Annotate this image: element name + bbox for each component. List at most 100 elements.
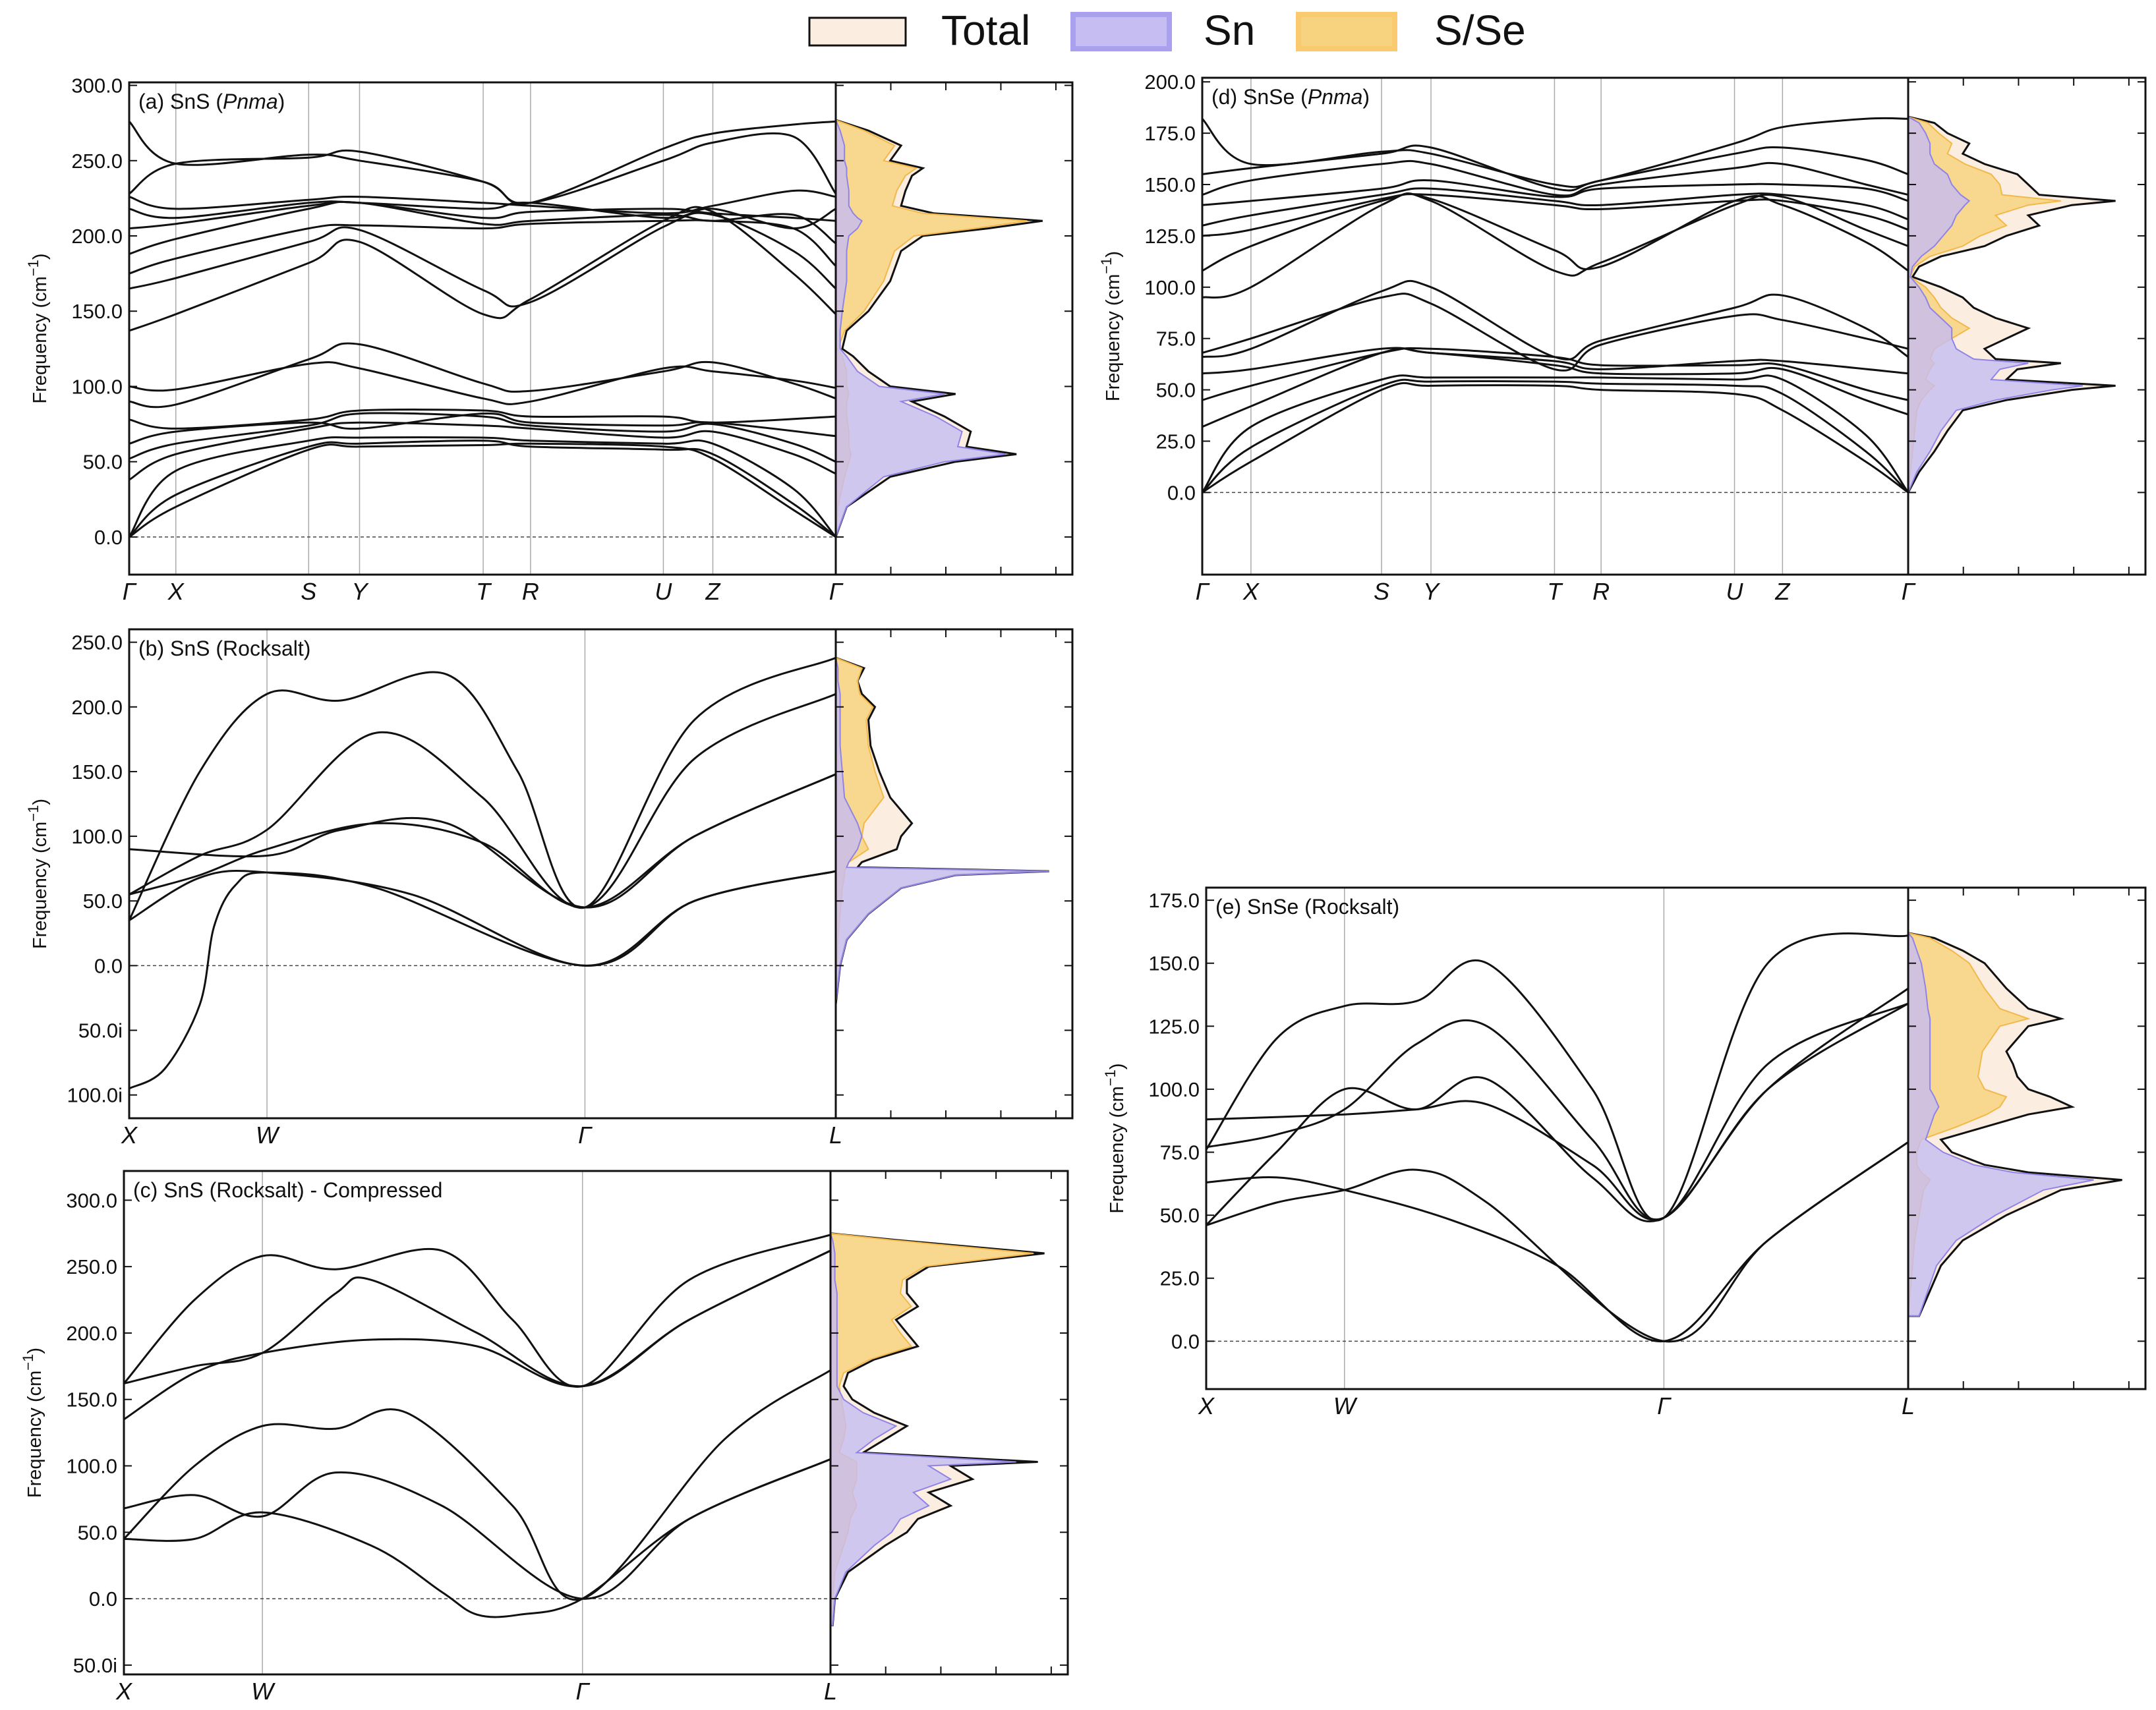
panel-title-text: (b) SnS (Rocksalt) xyxy=(138,637,310,660)
ytick-label: 75.0 xyxy=(1160,1141,1200,1164)
ytick-label: 100.0 xyxy=(66,1455,117,1478)
kpoint-label: W xyxy=(1333,1392,1358,1419)
phonon-band-9 xyxy=(1202,192,1909,299)
phonon-band-7 xyxy=(129,409,836,430)
phonon-band-14 xyxy=(1202,159,1909,197)
phonon-band-5 xyxy=(1202,347,1909,401)
kpoint-label: X xyxy=(1242,578,1260,605)
panel-c: 50.0i 0.0 50.0 100.0 150.0 200.0 250.0 300.0 X W Γ… xyxy=(20,1170,1069,1705)
y-axis-label: Frequency (cm−1) xyxy=(20,1348,45,1498)
phonon-band-3 xyxy=(1205,987,1909,1226)
ytick-label: 0.0 xyxy=(89,1587,117,1610)
kpoint-label: L xyxy=(829,1122,842,1149)
ytick-label: 0.0 xyxy=(1167,481,1196,504)
kpoint-label: Z xyxy=(1774,578,1790,605)
ytick-label: 150.0 xyxy=(71,760,123,784)
y-axis-label: Frequency (cm−1) xyxy=(25,253,51,403)
kpoint-label: U xyxy=(1726,578,1744,605)
panel-title-end: ) xyxy=(278,90,285,113)
phonon-band-6 xyxy=(1202,347,1909,375)
kpoint-label: R xyxy=(522,578,539,605)
dos-sn-area xyxy=(1908,115,2083,493)
kpoint-label: X xyxy=(121,1122,138,1149)
y-axis-label-main: Frequency (cm xyxy=(24,1371,45,1498)
panel-frame xyxy=(128,628,1074,1120)
phonon-band-6 xyxy=(129,412,836,445)
phonon-band-2 xyxy=(123,1458,831,1600)
y-axis-label-sup: −1 xyxy=(20,1354,36,1371)
ytick-label: 0.0 xyxy=(1171,1330,1200,1353)
ytick-label: 300.0 xyxy=(71,74,123,98)
panel-title-end: ) xyxy=(1362,85,1370,109)
ytick-label: 50.0 xyxy=(1160,1204,1200,1227)
panel-title-text: (a) SnS ( xyxy=(138,90,223,113)
panel-d: 0.0 25.0 50.0 75.0 100.0 125.0 150.0 175.0 200.0… xyxy=(1098,71,2147,605)
y-axis-label-close: ) xyxy=(1107,1063,1128,1069)
dos-sn-area xyxy=(835,119,1006,538)
phonon-band-2 xyxy=(128,440,836,538)
phonon-band-16 xyxy=(1201,117,1909,188)
y-axis-label: Frequency (cm−1) xyxy=(1098,251,1124,401)
kpoint-label: S xyxy=(301,578,316,605)
y-axis-label: Frequency (cm−1) xyxy=(1102,1063,1128,1213)
panel-title: (c) SnS (Rocksalt) - Compressed xyxy=(133,1178,442,1202)
kpoint-label: Γ xyxy=(1902,578,1916,605)
phonon-band-12 xyxy=(129,219,837,275)
y-axis-label-main: Frequency (cm xyxy=(30,276,51,403)
ytick-label: 200.0 xyxy=(71,696,123,719)
phonon-band-3 xyxy=(128,436,837,538)
y-axis-label-sup: −1 xyxy=(1098,258,1115,274)
ytick-label: 50.0i xyxy=(73,1654,117,1677)
legend-label-total: Total xyxy=(941,7,1030,54)
phonon-band-13 xyxy=(1202,179,1909,206)
ytick-label: 125.0 xyxy=(1148,1015,1200,1038)
kpoint-label: S xyxy=(1374,578,1389,605)
y-axis-label-main: Frequency (cm xyxy=(30,822,51,949)
y-axis-label-sup: −1 xyxy=(25,260,42,276)
phonon-band-5 xyxy=(1206,1002,1909,1220)
dos-sn-area xyxy=(835,657,1049,1118)
kpoint-label: X xyxy=(115,1678,133,1705)
kpoint-label: L xyxy=(1902,1392,1915,1419)
phonon-band-1 xyxy=(129,442,836,538)
ytick-label: 175.0 xyxy=(1144,122,1196,145)
dos-sn-area xyxy=(830,1233,1016,1626)
ytick-label: 50.0 xyxy=(78,1521,117,1544)
ytick-label: 125.0 xyxy=(1144,225,1196,248)
panel-frame xyxy=(128,81,1074,576)
ytick-label: 100.0i xyxy=(67,1084,123,1107)
ytick-label: 75.0 xyxy=(1156,328,1196,351)
panel-a: 0.0 50.0 100.0 150.0 200.0 250.0 300.0 Γ X S Y T R U Z… xyxy=(25,74,1074,605)
panel-frame xyxy=(1201,76,2147,576)
panel-title-text: (e) SnSe (Rocksalt) xyxy=(1215,895,1399,919)
ytick-label: 100.0 xyxy=(71,375,123,398)
phonon-band-8 xyxy=(1202,293,1909,372)
ytick-label: 25.0 xyxy=(1160,1267,1200,1290)
panel-b: 100.0i 50.0i 0.0 50.0 100.0 150.0 200.0 250.0 X W… xyxy=(25,628,1074,1149)
kpoint-label: X xyxy=(167,578,185,605)
kpoint-label: Γ xyxy=(578,1122,593,1149)
panel-title: (b) SnS (Rocksalt) xyxy=(138,637,310,660)
legend-swatch-total xyxy=(808,16,907,47)
panels: 0.0 50.0 100.0 150.0 200.0 250.0 300.0 Γ X S Y T R U Z… xyxy=(20,71,2147,1705)
phonon-band-1 xyxy=(1202,382,1909,494)
phonon-band-3 xyxy=(129,773,836,909)
ytick-label: 200.0 xyxy=(71,225,123,248)
phonon-band-4 xyxy=(1206,1002,1909,1221)
y-axis-label: Frequency (cm−1) xyxy=(25,799,51,949)
panel-title: (a) SnS (Pnma) xyxy=(138,90,285,113)
dos-sn-area xyxy=(1908,931,2094,1317)
ytick-label: 150.0 xyxy=(1148,952,1200,975)
kpoint-label: Γ xyxy=(123,578,137,605)
ytick-label: 150.0 xyxy=(1144,173,1196,196)
legend-swatch-s-se xyxy=(1296,12,1397,51)
legend-swatch-sn xyxy=(1070,12,1172,51)
kpoint-label: Γ xyxy=(575,1678,590,1705)
kpoint-label: U xyxy=(655,578,672,605)
ytick-label: 0.0 xyxy=(94,954,123,977)
kpoint-label: X xyxy=(1198,1392,1215,1419)
phonon-band-4 xyxy=(129,421,836,481)
phonon-band-1 xyxy=(1206,1141,1909,1343)
phonon-band-6 xyxy=(1205,932,1909,1222)
ytick-label: 50.0 xyxy=(1156,379,1196,402)
